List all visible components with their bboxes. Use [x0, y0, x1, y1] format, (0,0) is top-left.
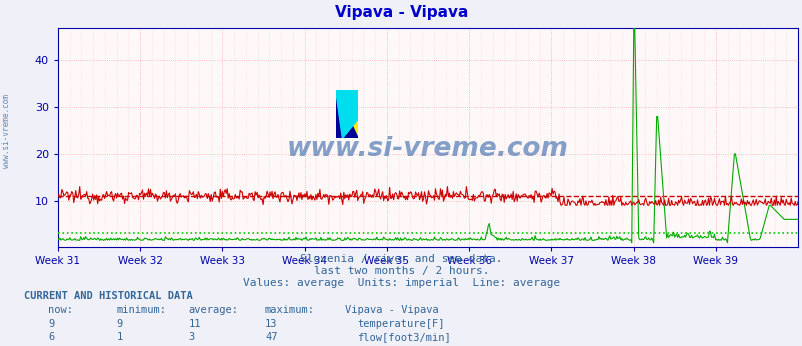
Text: 13: 13: [265, 319, 277, 329]
Text: last two months / 2 hours.: last two months / 2 hours.: [314, 266, 488, 276]
Text: now:: now:: [48, 305, 73, 315]
Text: 9: 9: [48, 319, 55, 329]
Text: www.si-vreme.com: www.si-vreme.com: [286, 136, 569, 162]
Text: minimum:: minimum:: [116, 305, 166, 315]
Text: Slovenia / river and sea data.: Slovenia / river and sea data.: [300, 254, 502, 264]
Text: average:: average:: [188, 305, 238, 315]
Text: temperature[F]: temperature[F]: [357, 319, 444, 329]
Text: flow[foot3/min]: flow[foot3/min]: [357, 332, 451, 342]
Text: 11: 11: [188, 319, 201, 329]
Text: 47: 47: [265, 332, 277, 342]
Text: Values: average  Units: imperial  Line: average: Values: average Units: imperial Line: av…: [242, 278, 560, 288]
Text: Vipava - Vipava: Vipava - Vipava: [334, 5, 468, 20]
Polygon shape: [335, 90, 358, 138]
Text: 9: 9: [116, 319, 123, 329]
Text: Vipava - Vipava: Vipava - Vipava: [345, 305, 439, 315]
Text: maximum:: maximum:: [265, 305, 314, 315]
Text: CURRENT AND HISTORICAL DATA: CURRENT AND HISTORICAL DATA: [24, 291, 192, 301]
Polygon shape: [335, 90, 358, 138]
Text: www.si-vreme.com: www.si-vreme.com: [2, 94, 11, 169]
Text: 1: 1: [116, 332, 123, 342]
Text: 3: 3: [188, 332, 195, 342]
Polygon shape: [335, 90, 358, 138]
Text: 6: 6: [48, 332, 55, 342]
